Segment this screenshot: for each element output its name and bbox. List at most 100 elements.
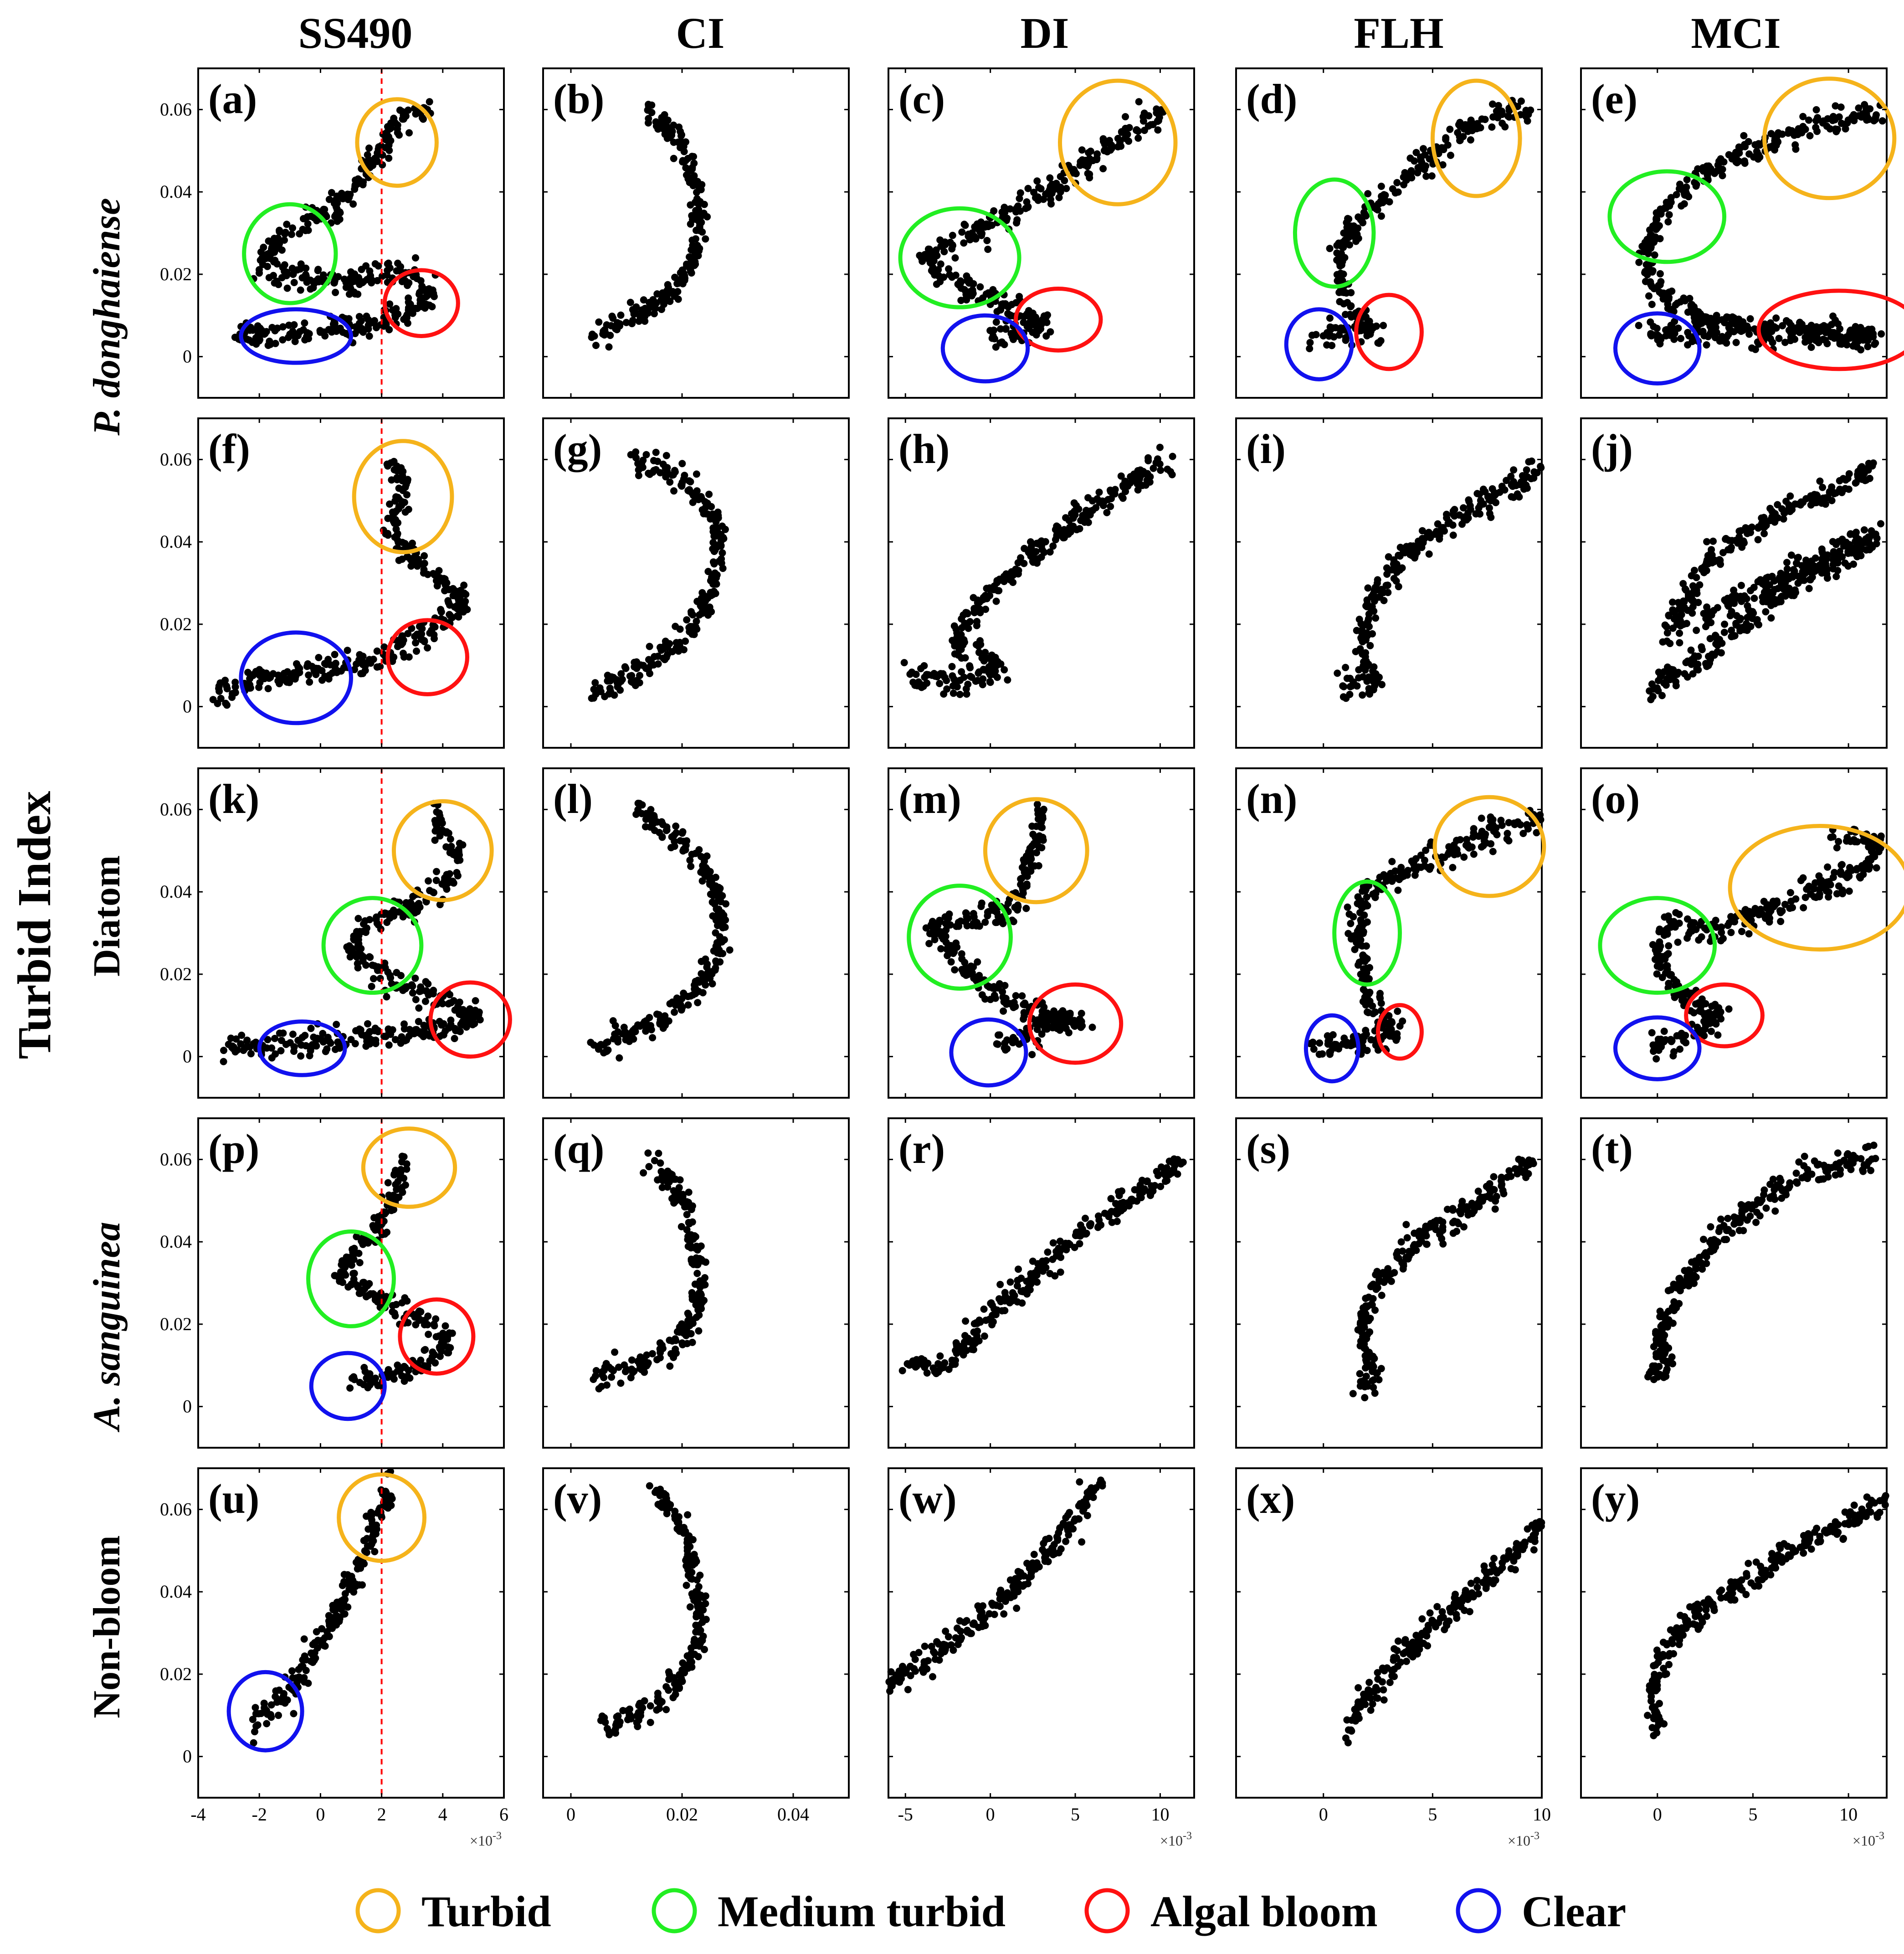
scatter-point xyxy=(1364,584,1372,592)
scatter-point xyxy=(1700,610,1708,617)
scatter-point xyxy=(1721,620,1729,628)
scatter-point xyxy=(1432,530,1439,538)
scatter-point xyxy=(1660,679,1668,687)
scatter-point xyxy=(1095,488,1103,496)
scatter-point xyxy=(1051,1012,1059,1020)
y-tick-label: 0.04 xyxy=(160,531,192,552)
scatter-point xyxy=(246,675,254,683)
scatter-point xyxy=(1388,858,1396,865)
scatter-point xyxy=(1359,904,1366,911)
scatter-point xyxy=(650,457,657,464)
scatter-point xyxy=(1635,258,1643,266)
scatter-point xyxy=(1022,905,1030,912)
scatter-point xyxy=(1791,586,1799,594)
category-ring xyxy=(239,307,353,365)
scatter-point xyxy=(354,915,362,922)
scatter-point xyxy=(317,329,324,336)
scatter-point xyxy=(459,841,467,849)
scatter-point xyxy=(364,151,371,159)
scatter-point xyxy=(698,219,705,226)
scatter-point xyxy=(658,114,666,122)
scatter-point xyxy=(292,673,299,681)
scatter-point xyxy=(362,262,370,270)
scatter-point xyxy=(1487,514,1495,521)
scatter-point xyxy=(276,672,284,680)
scatter-point xyxy=(1696,581,1704,589)
scatter-point xyxy=(1026,848,1034,856)
category-ring xyxy=(1014,287,1103,353)
y-tick-label: 0.02 xyxy=(160,614,192,634)
scatter-point xyxy=(1133,126,1140,134)
scatter-point xyxy=(1798,574,1806,582)
scatter-point xyxy=(1645,292,1653,300)
scatter-point xyxy=(214,699,221,707)
scatter-point xyxy=(395,484,403,492)
scatter-point xyxy=(1664,218,1672,226)
scatter-point xyxy=(1477,497,1484,504)
scatter-point xyxy=(661,1012,669,1020)
scatter-point xyxy=(243,1037,251,1045)
scatter-point xyxy=(455,1027,462,1034)
scatter-point xyxy=(309,284,317,292)
scatter-point xyxy=(1799,113,1807,120)
scatter-point xyxy=(589,330,596,338)
scatter-point xyxy=(432,877,440,884)
scatter-point xyxy=(1408,857,1416,865)
scatter-point xyxy=(949,689,957,697)
scatter-point xyxy=(922,924,930,932)
scatter-point xyxy=(1359,1035,1366,1043)
scatter-point xyxy=(963,690,970,698)
scatter-point xyxy=(1832,573,1840,581)
scatter-point xyxy=(1682,188,1690,196)
scatter-point xyxy=(364,1020,371,1028)
scatter-point xyxy=(1782,498,1790,505)
scatter-point xyxy=(653,290,661,298)
scatter-point xyxy=(422,978,430,986)
scatter-point xyxy=(1684,657,1692,665)
scatter-point xyxy=(397,464,405,472)
scatter-point xyxy=(1062,514,1070,522)
scatter-point xyxy=(1823,574,1831,582)
scatter-point xyxy=(302,272,310,280)
scatter-point xyxy=(1644,249,1652,257)
scatter-point xyxy=(912,670,920,678)
scatter-point xyxy=(346,953,354,961)
scatter-points xyxy=(1646,459,1884,704)
category-ring xyxy=(1430,78,1522,198)
scatter-point xyxy=(1078,146,1086,154)
scatter-point xyxy=(1339,277,1346,284)
scatter-point xyxy=(380,643,388,651)
scatter-point xyxy=(1828,497,1836,504)
scatter-point xyxy=(692,984,699,992)
scatter-points xyxy=(209,458,471,709)
scatter-point xyxy=(1725,151,1733,159)
scatter-point xyxy=(1642,241,1649,248)
scatter-point xyxy=(438,1021,445,1029)
scatter-point xyxy=(981,918,989,926)
scatter-point xyxy=(397,1039,405,1047)
scatter-point xyxy=(1062,185,1070,192)
scatter-point xyxy=(344,647,351,654)
scatter-point xyxy=(1805,585,1813,592)
scatter-point xyxy=(1004,676,1011,684)
y-tick-label: 0 xyxy=(183,346,192,367)
scatter-point xyxy=(315,278,323,286)
scatter-point xyxy=(412,639,420,647)
scatter-point xyxy=(296,664,303,672)
scatter-point xyxy=(422,300,430,308)
scatter-point xyxy=(390,653,398,661)
scatter-point xyxy=(1134,134,1142,142)
scatter-point xyxy=(709,912,717,920)
scatter-point xyxy=(1357,620,1365,627)
scatter-point xyxy=(1378,192,1386,200)
scatter-point xyxy=(1708,326,1715,334)
scatter-point xyxy=(1835,113,1843,121)
scatter-point xyxy=(684,1001,692,1009)
scatter-point xyxy=(929,918,936,926)
scatter-point xyxy=(628,1031,636,1039)
scatter-point xyxy=(1125,124,1133,132)
scatter-point xyxy=(373,913,380,921)
scatter-point xyxy=(1043,319,1051,326)
scatter-point xyxy=(1850,111,1858,118)
scatter-point xyxy=(1737,581,1745,589)
